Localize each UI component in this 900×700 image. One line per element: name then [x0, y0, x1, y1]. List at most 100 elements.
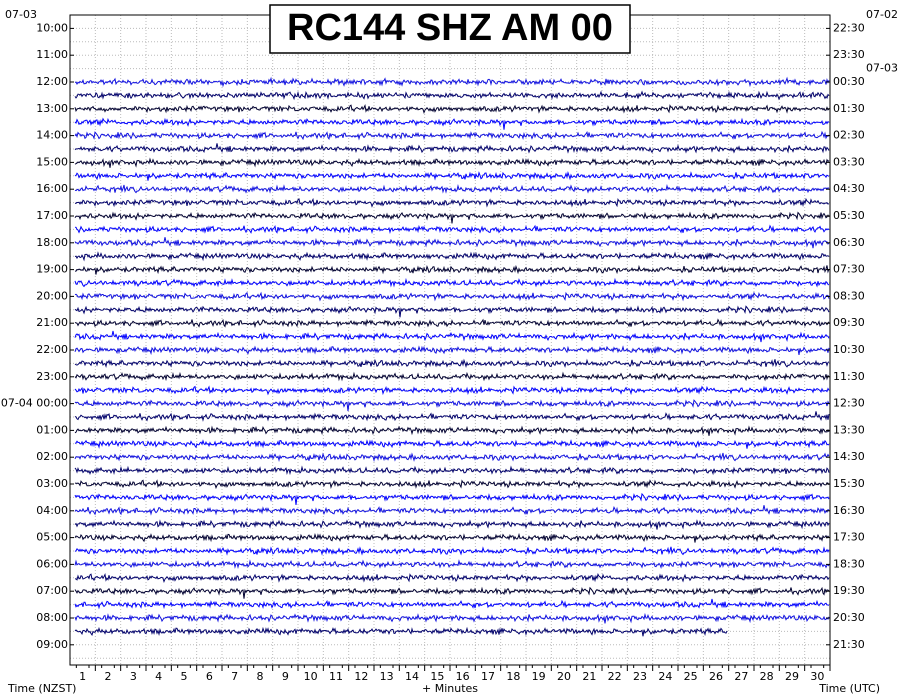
x-tick-label: 2 [105, 670, 112, 683]
x-tick-label: 19 [532, 670, 546, 683]
left-time-label: 08:00 [36, 611, 68, 624]
right-time-label: 18:30 [833, 557, 865, 570]
left-time-label: 17:00 [36, 209, 68, 222]
x-tick-label: 15 [430, 670, 444, 683]
trace [74, 251, 830, 262]
trace [74, 479, 830, 490]
left-time-label: 03:00 [36, 477, 68, 490]
x-tick-label: 18 [506, 670, 520, 683]
x-tick-label: 4 [155, 670, 162, 683]
trace [74, 76, 830, 88]
right-time-label: 22:30 [833, 21, 865, 34]
trace [74, 104, 830, 114]
left-time-label: 18:00 [36, 236, 68, 249]
trace [74, 345, 830, 356]
trace [74, 492, 830, 505]
x-tick-label: 9 [282, 670, 289, 683]
trace [74, 612, 830, 624]
x-tick-label: 16 [456, 670, 470, 683]
trace [74, 330, 830, 343]
x-tick-label: 3 [130, 670, 137, 683]
x-tick-label: 24 [658, 670, 672, 683]
right-time-label: 00:30 [833, 75, 865, 88]
right-time-label: 11:30 [833, 370, 865, 383]
right-time-label: 09:30 [833, 316, 865, 329]
trace [75, 573, 830, 583]
left-time-label: 21:00 [36, 316, 68, 329]
trace [74, 171, 830, 181]
title-box [269, 4, 631, 54]
left-time-label: 20:00 [36, 289, 68, 302]
x-tick-label: 29 [785, 670, 799, 683]
right-time-label: 10:30 [833, 343, 865, 356]
trace [74, 318, 830, 329]
x-tick-label: 11 [329, 670, 343, 683]
right-time-label: 17:30 [833, 531, 865, 544]
x-axis-label: + Minutes [422, 682, 478, 695]
left-time-label: 13:00 [36, 102, 68, 115]
x-tick-label: 13 [380, 670, 394, 683]
trace [74, 532, 830, 543]
left-time-label: 11:00 [36, 48, 68, 61]
trace [74, 90, 830, 101]
right-time-label: 04:30 [833, 182, 865, 195]
left-time-label: 19:00 [36, 263, 68, 276]
trace [74, 465, 830, 476]
x-tick-label: 10 [304, 670, 318, 683]
left-time-label: 10:00 [36, 21, 68, 34]
trace [75, 264, 830, 275]
left-time-label: 12:00 [36, 75, 68, 88]
right-time-label: 07:30 [833, 263, 865, 276]
x-tick-label: 5 [181, 670, 188, 683]
trace [74, 439, 830, 449]
trace [74, 399, 830, 412]
x-tick-label: 26 [709, 670, 723, 683]
x-tick-label: 7 [231, 670, 238, 683]
trace [74, 586, 830, 599]
trace [74, 183, 830, 194]
x-tick-label: 1 [79, 670, 86, 683]
right-date: 07-03 [866, 62, 898, 75]
trace [74, 291, 830, 302]
trace [74, 519, 830, 530]
trace [74, 305, 830, 318]
trace [74, 626, 728, 637]
right-time-label: 03:30 [833, 155, 865, 168]
right-time-label: 19:30 [833, 584, 865, 597]
left-time-label: 14:00 [36, 129, 68, 142]
right-time-label: 21:30 [833, 638, 865, 651]
trace [74, 157, 830, 168]
left-time-label: 15:00 [36, 155, 68, 168]
x-tick-label: 30 [810, 670, 824, 683]
trace [74, 546, 830, 556]
left-axis-label: Time (NZST) [7, 682, 76, 695]
right-time-label: 02:30 [833, 129, 865, 142]
trace [74, 358, 830, 369]
chart-title: RC144 SHZ AM 00 [287, 7, 613, 49]
trace [74, 452, 830, 462]
trace [74, 237, 830, 249]
x-tick-label: 28 [760, 670, 774, 683]
x-tick-label: 22 [608, 670, 622, 683]
left-time-label: 23:00 [36, 370, 68, 383]
trace [74, 505, 830, 516]
x-tick-label: 25 [684, 670, 698, 683]
left-time-label: 02:00 [36, 450, 68, 463]
trace [74, 117, 830, 130]
right-time-label: 06:30 [833, 236, 865, 249]
x-tick-label: 17 [481, 670, 495, 683]
trace [74, 211, 830, 224]
trace [74, 224, 830, 235]
left-date: 07-03 [5, 8, 37, 21]
left-time-label: 07-04 00:00 [1, 397, 68, 410]
trace [74, 130, 830, 141]
left-time-label: 05:00 [36, 531, 68, 544]
right-time-label: 12:30 [833, 397, 865, 410]
left-time-label: 01:00 [36, 423, 68, 436]
trace [74, 385, 830, 396]
left-time-label: 06:00 [36, 557, 68, 570]
right-time-label: 16:30 [833, 504, 865, 517]
right-time-label: 01:30 [833, 102, 865, 115]
right-time-label: 13:30 [833, 423, 865, 436]
